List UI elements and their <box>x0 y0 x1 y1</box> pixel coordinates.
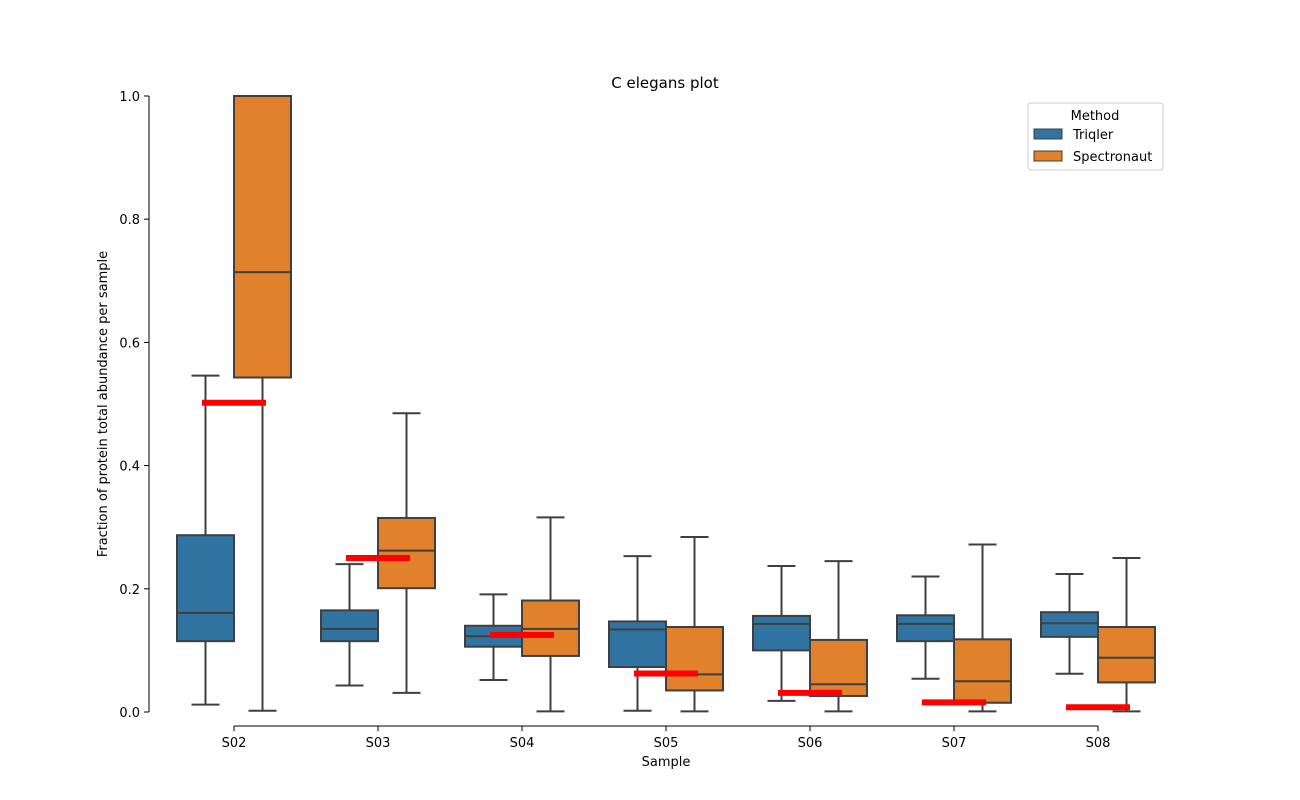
box-triqler-s07 <box>896 575 955 680</box>
box-body <box>1097 625 1156 684</box>
box-spectronaut-s03 <box>377 412 436 694</box>
x-tick-label: S08 <box>1086 736 1111 751</box>
y-ticks: 0.0 0.2 0.4 0.6 0.8 1.0 <box>119 90 149 721</box>
legend: Method Triqler Spectronaut <box>1027 102 1164 171</box>
box-body <box>377 516 436 590</box>
x-tick-label: S05 <box>654 736 679 751</box>
x-tick-label: S02 <box>222 736 247 751</box>
x-tick-label: S03 <box>366 736 391 751</box>
box-triqler-s05 <box>608 555 667 712</box>
box-triqler-s03 <box>320 563 379 687</box>
legend-label-spectronaut: Spectronaut <box>1073 150 1152 165</box>
x-ticks: S02 S03 S04 S05 S06 S07 S08 <box>222 726 1111 751</box>
box-body <box>896 614 955 643</box>
box-spectronaut-s08 <box>1097 557 1156 713</box>
y-tick-label: 0.8 <box>119 213 140 228</box>
legend-label-triqler: Triqler <box>1072 128 1114 143</box>
y-axis-label: Fraction of protein total abundance per … <box>96 251 111 557</box>
box-spectronaut-s04 <box>521 516 580 713</box>
box-triqler-s08 <box>1040 573 1099 675</box>
box-body <box>752 614 811 652</box>
box-spectronaut-s02 <box>233 95 292 712</box>
box-body <box>608 620 667 669</box>
box-body <box>953 638 1012 704</box>
legend-title: Method <box>1071 109 1120 124</box>
chart-title: C elegans plot <box>611 74 719 92</box>
legend-swatch-spectronaut <box>1033 150 1063 162</box>
box-body <box>665 625 724 692</box>
box-body <box>233 95 292 379</box>
plot-area <box>176 95 1156 713</box>
box-triqler-s02 <box>176 374 235 706</box>
y-tick-label: 0.2 <box>119 583 140 598</box>
y-tick-label: 0.0 <box>119 706 140 721</box>
y-tick-label: 1.0 <box>119 90 140 105</box>
y-tick-label: 0.6 <box>119 336 140 351</box>
box-triqler-s06 <box>752 565 811 702</box>
x-tick-label: S04 <box>510 736 535 751</box>
box-body <box>809 638 868 697</box>
box-body <box>176 534 235 643</box>
box-spectronaut-s07 <box>953 543 1012 713</box>
y-tick-label: 0.4 <box>119 460 140 475</box>
x-tick-label: S07 <box>942 736 967 751</box>
box-body <box>1040 611 1099 638</box>
legend-swatch-triqler <box>1033 128 1063 140</box>
box-spectronaut-s05 <box>665 536 724 713</box>
x-axis-label: Sample <box>642 755 691 770</box>
box-spectronaut-s06 <box>809 560 868 713</box>
box-body <box>320 609 379 643</box>
x-tick-label: S06 <box>798 736 823 751</box>
